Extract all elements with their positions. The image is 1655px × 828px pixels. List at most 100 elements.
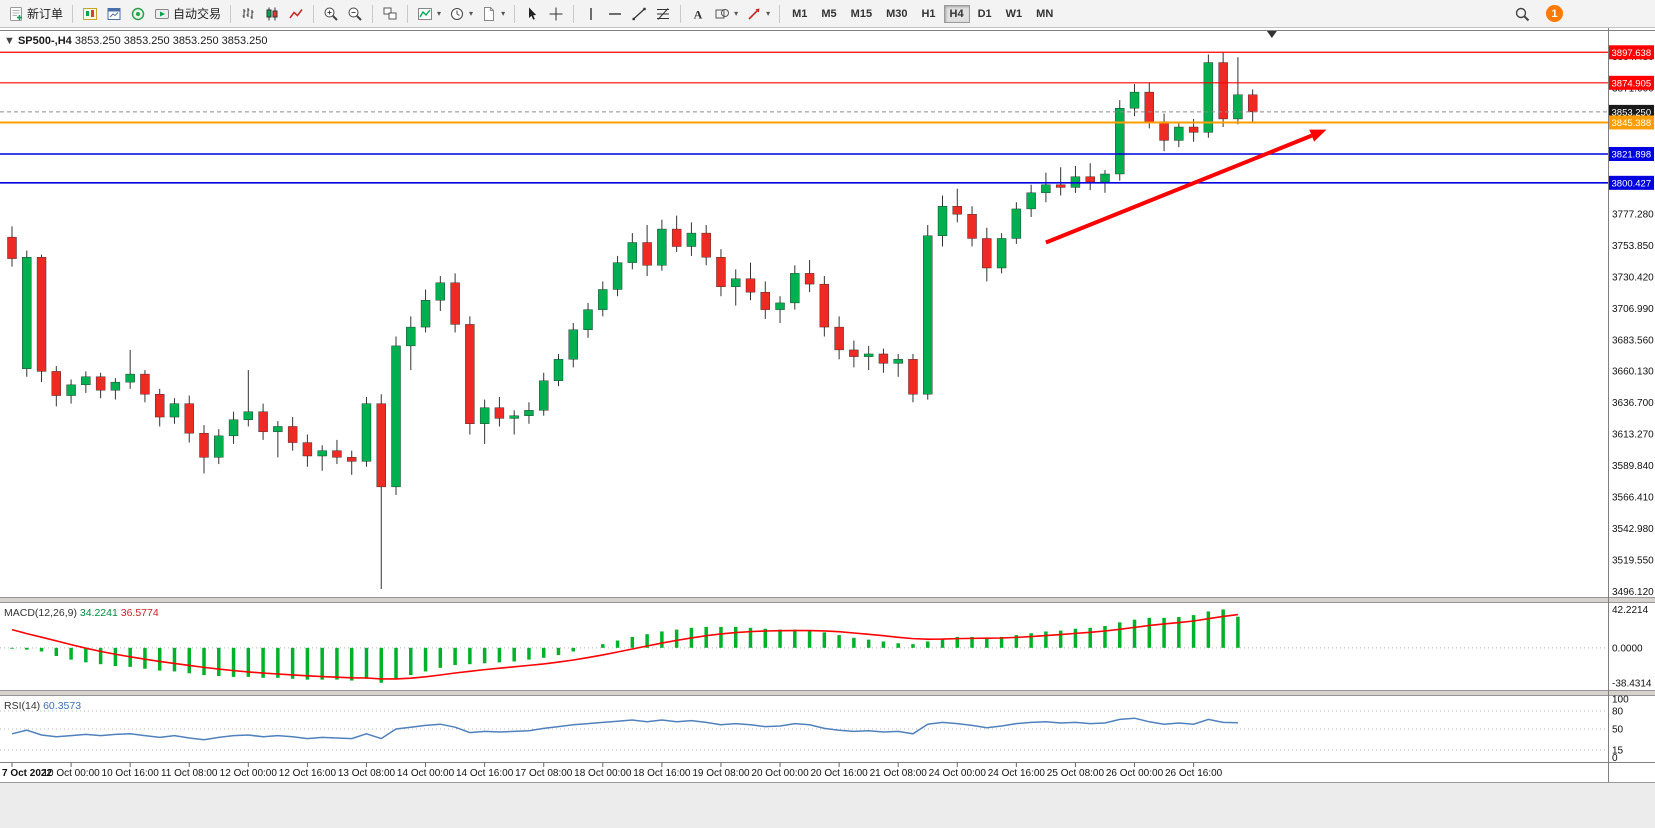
profiles-icon (107, 7, 121, 20)
toolbar-right: 1 (1510, 3, 1651, 25)
price-badge (1609, 175, 1654, 190)
candle (923, 235, 933, 395)
candle (450, 282, 460, 325)
notifications-badge[interactable]: 1 (1546, 5, 1563, 22)
candle (775, 302, 785, 310)
toolbar-separator (313, 4, 315, 23)
price-scale-label: 3730.420 (1612, 272, 1654, 283)
trendline-icon (632, 7, 646, 20)
cursor-button[interactable] (520, 3, 544, 25)
price-badge-label: 3821.898 (1612, 149, 1652, 160)
candle (140, 373, 150, 395)
candlestick-chart-button[interactable] (260, 3, 284, 25)
toolbar-group: 新订单 (4, 0, 67, 27)
trend-arrow[interactable] (1045, 129, 1327, 245)
horizontal-line-button[interactable] (603, 3, 627, 25)
chevron-down-icon: ▾ (501, 9, 506, 18)
bar-chart-button[interactable] (236, 3, 260, 25)
time-axis-label: 21 Oct 08:00 (870, 768, 928, 779)
autotrading-button[interactable]: 自动交易 (150, 2, 225, 25)
price-scale-label: 3589.840 (1612, 461, 1654, 472)
timeframe-group: M1 M5 M15 M30 H1 H4 D1 W1 MN (785, 0, 1060, 27)
chevron-down-icon: ▾ (734, 9, 739, 18)
profiles-button[interactable] (102, 3, 126, 25)
timeframe-w1-button[interactable]: W1 (1005, 7, 1023, 20)
timeframe-m1-button[interactable]: M1 (792, 7, 808, 20)
time-axis-label: 13 Oct 08:00 (338, 768, 396, 779)
price-axis[interactable]: 3894.4303871.0003777.2803753.8503730.420… (1609, 45, 1654, 764)
search-button[interactable] (1510, 3, 1534, 25)
search-icon (1515, 7, 1530, 21)
candle (51, 371, 62, 396)
candle (952, 206, 962, 215)
zoom-out-button[interactable] (343, 3, 367, 25)
pane-separator[interactable] (0, 597, 1655, 603)
shapes-icon (715, 8, 730, 18)
cursor-icon (529, 7, 537, 20)
candle (583, 309, 593, 330)
timeframe-h4-button[interactable]: H4 (943, 4, 970, 23)
vertical-line-button[interactable] (579, 3, 603, 25)
text-button[interactable]: A (686, 3, 710, 25)
candle (716, 257, 726, 287)
candle (568, 329, 578, 360)
candle (361, 403, 372, 462)
rsi-label: RSI(14) 60.3573 (4, 700, 81, 712)
candle (996, 238, 1007, 269)
price-scale-label: 3777.280 (1612, 209, 1654, 220)
chart-shift-marker[interactable] (1266, 31, 1277, 38)
toolbar-group: 自动交易 (78, 0, 225, 27)
vertical-line-icon (590, 7, 592, 20)
timeframe-h1-button[interactable]: H1 (921, 7, 936, 20)
candle (479, 407, 490, 424)
timeframe-m30-button[interactable]: M30 (886, 7, 908, 20)
candle (154, 394, 165, 418)
crosshair-icon (549, 7, 563, 20)
price-badge (1609, 75, 1654, 90)
arrows-button[interactable]: ▾ (742, 3, 774, 25)
community-icon (131, 7, 145, 20)
candle (302, 442, 313, 457)
periods-button[interactable]: ▾ (445, 3, 477, 25)
templates-button[interactable]: ▾ (477, 3, 509, 25)
new-chart-button[interactable] (78, 3, 102, 25)
candle (642, 242, 652, 266)
candle (199, 432, 209, 458)
candle (95, 376, 106, 391)
line-chart-button[interactable] (284, 3, 308, 25)
new-order-button[interactable]: 新订单 (4, 2, 67, 25)
time-axis-label: 11 Oct 08:00 (161, 768, 218, 779)
candle (819, 283, 830, 328)
indicators-button[interactable]: ▾ (413, 3, 445, 25)
candle (465, 324, 475, 424)
tile-windows-button[interactable] (378, 3, 402, 25)
candle (834, 326, 844, 351)
toolbar-group: A ▾ ▾ (686, 0, 774, 27)
new-chart-icon (83, 7, 98, 20)
shapes-button[interactable]: ▾ (710, 3, 742, 25)
price-scale-label: 3566.410 (1612, 493, 1654, 504)
candle (391, 345, 401, 488)
timeframe-d1-button[interactable]: D1 (977, 7, 992, 20)
candlestick-chart (7, 51, 1258, 589)
timeframe-m5-button[interactable]: M5 (821, 7, 837, 20)
candle (982, 238, 992, 269)
candlestick-icon (266, 7, 278, 20)
candle (967, 214, 977, 239)
timeframe-m15-button[interactable]: M15 (850, 7, 873, 20)
community-button[interactable] (126, 3, 150, 25)
toolbar-separator (407, 4, 409, 23)
candle (376, 403, 386, 488)
zoom-in-button[interactable] (319, 3, 343, 25)
fibonacci-button[interactable] (651, 3, 675, 25)
time-axis-label: 7 Oct 2022 (2, 768, 52, 779)
crosshair-button[interactable] (544, 3, 568, 25)
trendline-button[interactable] (627, 3, 651, 25)
chart-canvas[interactable]: 3894.4303871.0003777.2803753.8503730.420… (0, 28, 1655, 782)
autotrading-icon (155, 8, 170, 19)
timeframe-mn-button[interactable]: MN (1036, 7, 1054, 20)
toolbar-separator (372, 4, 374, 23)
periods-icon (451, 7, 464, 20)
pane-separator[interactable] (0, 690, 1655, 696)
